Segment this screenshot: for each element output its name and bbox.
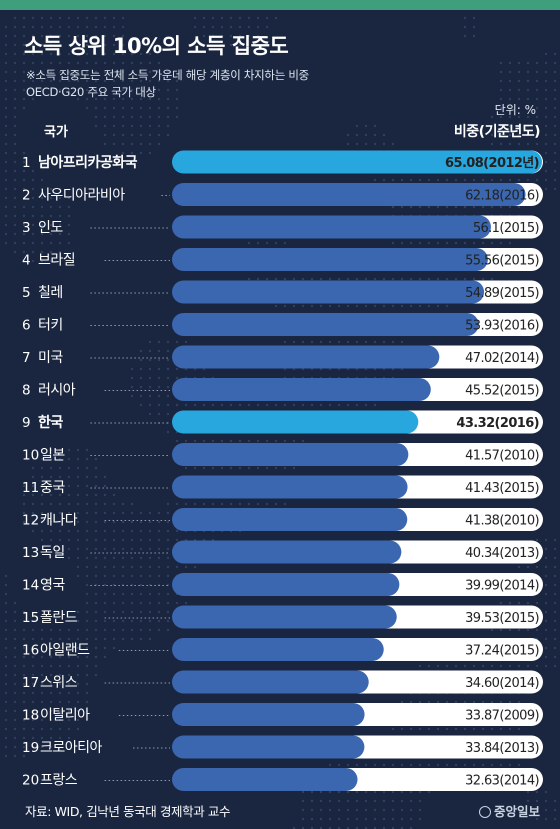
- rank-label: 11: [22, 480, 39, 496]
- bar-7: [172, 345, 440, 369]
- logo-circle-icon: [478, 806, 491, 818]
- rank-label: 18: [22, 708, 39, 724]
- bar-14: [172, 573, 400, 596]
- bar-5: [172, 280, 485, 304]
- value-label: 41.38(2010): [465, 514, 539, 529]
- rank-label: 8: [22, 383, 31, 399]
- value-label: 65.08(2012년): [445, 156, 539, 171]
- bar-8: [172, 378, 431, 401]
- value-label: 32.63(2014): [465, 774, 539, 789]
- rank-label: 19: [22, 740, 39, 756]
- country-label: 러시아: [38, 383, 76, 399]
- unit-label: 단위: %: [494, 103, 536, 117]
- rank-label: 16: [22, 643, 39, 659]
- country-label: 폴란드: [40, 610, 78, 626]
- column-header-value: 비중(기준년도): [453, 124, 541, 140]
- rank-label: 15: [22, 610, 39, 626]
- rank-label: 13: [22, 545, 39, 561]
- value-label: 56.1(2015): [473, 221, 539, 236]
- source-note: 자료: WID, 김낙년 동국대 경제학과 교수: [25, 804, 231, 819]
- country-label: 독일: [40, 545, 65, 561]
- value-label: 34.60(2014): [465, 676, 539, 691]
- country-label: 이탈리아: [40, 708, 90, 724]
- chart-title: 소득 상위 10%의 소득 집중도: [24, 34, 289, 58]
- rank-label: 17: [22, 675, 39, 691]
- bar-4: [172, 248, 488, 271]
- country-label: 남아프리카공화국: [38, 154, 138, 171]
- rank-label: 12: [22, 513, 39, 529]
- rank-label: 1: [22, 155, 31, 171]
- top-accent-bar: [0, 0, 560, 10]
- rank-label: 6: [22, 318, 31, 334]
- country-label: 영국: [40, 578, 65, 594]
- bar-3: [172, 215, 491, 239]
- country-label: 미국: [38, 350, 63, 366]
- value-label: 37.24(2015): [465, 644, 539, 659]
- bar-2: [172, 183, 526, 206]
- country-label: 사우디아라비아: [38, 188, 125, 204]
- rank-label: 9: [22, 415, 31, 431]
- bar-10: [172, 443, 409, 466]
- bar-20: [172, 768, 358, 791]
- value-label: 39.99(2014): [465, 579, 539, 594]
- value-label: 62.18(2016): [465, 189, 539, 204]
- country-label: 인도: [38, 220, 63, 236]
- country-label: 칠레: [38, 285, 63, 301]
- column-header-country: 국가: [44, 125, 68, 140]
- rank-label: 5: [22, 285, 31, 301]
- publisher-logo: 중앙일보: [478, 801, 540, 820]
- bar-13: [172, 540, 402, 564]
- value-label: 33.84(2013): [465, 741, 539, 756]
- value-label: 43.32(2016): [456, 416, 539, 431]
- bar-16: [172, 638, 384, 661]
- rank-label: 20: [22, 773, 39, 789]
- value-label: 54.89(2015): [465, 286, 539, 301]
- country-label: 일본: [40, 448, 65, 464]
- country-label: 터키: [38, 318, 63, 334]
- value-label: 41.57(2010): [465, 449, 539, 464]
- value-label: 47.02(2014): [465, 351, 539, 366]
- value-label: 33.87(2009): [465, 709, 539, 724]
- value-label: 41.43(2015): [465, 481, 539, 496]
- country-label: 캐나다: [40, 513, 78, 529]
- value-label: 55.56(2015): [465, 254, 539, 269]
- rank-label: 14: [22, 578, 39, 594]
- publisher-name: 중앙일보: [493, 804, 540, 819]
- rank-label: 7: [22, 350, 31, 366]
- bar-12: [172, 508, 408, 531]
- value-label: 53.93(2016): [465, 319, 539, 334]
- country-label: 크로아티아: [40, 740, 103, 756]
- country-label: 아일랜드: [40, 643, 90, 659]
- country-label: 중국: [40, 480, 65, 496]
- country-label: 한국: [38, 415, 63, 431]
- rank-label: 2: [22, 188, 31, 204]
- country-label: 브라질: [38, 253, 75, 269]
- value-label: 40.34(2013): [465, 546, 539, 561]
- rank-label: 3: [22, 220, 31, 236]
- bar-9: [172, 410, 419, 434]
- value-label: 45.52(2015): [465, 384, 539, 399]
- country-label: 프랑스: [40, 773, 78, 789]
- country-label: 스위스: [40, 675, 78, 691]
- value-label: 39.53(2015): [465, 611, 539, 626]
- bar-18: [172, 703, 365, 726]
- bar-19: [172, 735, 365, 759]
- bar-11: [172, 475, 408, 499]
- bar-1: [172, 150, 542, 174]
- bar-6: [172, 313, 479, 336]
- rank-label: 10: [22, 448, 39, 464]
- bar-15: [172, 605, 397, 629]
- chart-subtitle: ※소득 집중도는 전체 소득 가운데 해당 계층이 차지하는 비중 OECD·G…: [26, 68, 309, 99]
- rank-label: 4: [22, 253, 31, 269]
- bar-17: [172, 670, 369, 694]
